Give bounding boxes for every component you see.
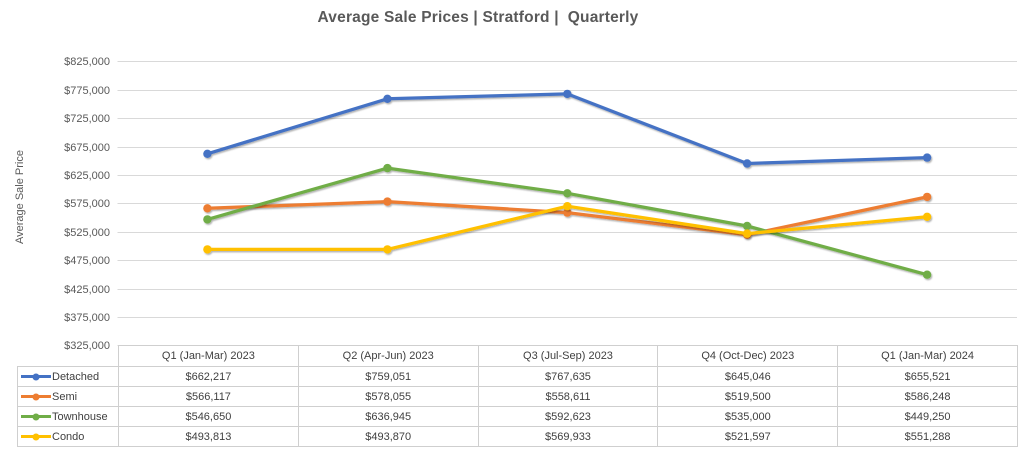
table-value-cell: $645,046 xyxy=(657,366,839,387)
y-tick-label: $575,000 xyxy=(64,198,110,210)
legend-label: Townhouse xyxy=(52,410,108,423)
table-value-cell: $662,217 xyxy=(118,366,299,387)
table-row-semi: Semi $566,117 $578,055 $558,611 $519,500 $586… xyxy=(17,386,1018,407)
y-tick-label: $775,000 xyxy=(64,85,110,97)
y-tick-label: $425,000 xyxy=(64,284,110,296)
table-value-cell: $551,288 xyxy=(837,426,1018,447)
data-point-marker xyxy=(563,202,572,211)
data-point-marker xyxy=(922,212,932,221)
table-value-cell: $521,597 xyxy=(657,426,839,447)
table-header-cell: Q3 (Jul-Sep) 2023 xyxy=(477,345,659,367)
data-point-marker xyxy=(203,204,212,213)
table-value-cell: $535,000 xyxy=(657,406,839,427)
y-tick-label: $725,000 xyxy=(64,113,110,125)
data-point-marker xyxy=(383,245,392,254)
series-condo xyxy=(203,202,932,254)
table-value-cell: $569,933 xyxy=(477,426,659,447)
y-tick-label: $475,000 xyxy=(64,255,110,267)
legend-marker-icon xyxy=(32,433,40,440)
table-value-cell: $636,945 xyxy=(297,406,479,427)
legend-label: Detached xyxy=(52,370,100,383)
series-semi xyxy=(203,192,932,239)
series-line-detached xyxy=(205,92,929,166)
data-point-marker xyxy=(742,221,752,231)
legend-marker-icon xyxy=(32,373,40,380)
legend-key-icon xyxy=(21,373,51,380)
legend-cell-condo: Condo xyxy=(17,426,119,447)
data-point-marker xyxy=(203,215,212,224)
series-line-townhouse xyxy=(205,166,929,277)
table-value-cell: $449,250 xyxy=(837,406,1018,427)
table-header-row: Q1 (Jan-Mar) 2023 Q2 (Apr-Jun) 2023 Q3 (Ju… xyxy=(17,345,1018,367)
table-row-detached: Detached $662,217 $759,051 $767,635 $645,046… xyxy=(17,366,1018,387)
data-point-marker xyxy=(563,89,572,99)
legend-cell-townhouse: Townhouse xyxy=(17,406,119,427)
data-point-marker xyxy=(203,149,212,158)
data-table: Q1 (Jan-Mar) 2023 Q2 (Apr-Jun) 2023 Q3 (Ju… xyxy=(17,345,1018,447)
gridlines xyxy=(117,61,1017,346)
data-point-marker xyxy=(742,159,752,168)
table-value-cell: $558,611 xyxy=(477,386,659,407)
y-tick-label: $625,000 xyxy=(64,170,110,182)
table-value-cell: $566,117 xyxy=(118,386,299,407)
data-point-marker xyxy=(563,189,572,198)
y-tick-label: $675,000 xyxy=(64,142,110,154)
table-header-cell: Q1 (Jan-Mar) 2023 xyxy=(118,345,299,367)
legend-label: Condo xyxy=(52,430,85,443)
legend-label: Semi xyxy=(52,390,78,403)
legend-key-icon xyxy=(21,413,51,420)
table-header-cell: Q4 (Oct-Dec) 2023 xyxy=(657,345,839,367)
data-point-marker xyxy=(922,192,932,202)
legend-key-icon xyxy=(21,393,51,400)
data-point-marker xyxy=(922,153,932,162)
table-value-cell: $493,813 xyxy=(118,426,299,447)
series-townhouse xyxy=(203,163,932,279)
table-header-cell: Q1 (Jan-Mar) 2024 xyxy=(837,345,1018,367)
data-point-marker xyxy=(563,208,572,217)
y-tick-label: $375,000 xyxy=(64,312,110,324)
data-point-marker xyxy=(922,270,932,279)
y-axis-tick-labels: $825,000 $775,000 $725,000 $675,000 $625,000… xyxy=(64,56,110,352)
legend-marker-icon xyxy=(32,393,40,400)
legend-cell-detached: Detached xyxy=(17,366,119,387)
table-value-cell: $655,521 xyxy=(837,366,1018,387)
table-value-cell: $592,623 xyxy=(477,406,659,427)
table-row-condo: Condo $493,813 $493,870 $569,933 $521,597 $55… xyxy=(17,426,1018,447)
table-value-cell: $586,248 xyxy=(837,386,1018,407)
data-point-marker xyxy=(742,229,752,238)
data-point-marker xyxy=(383,94,392,104)
y-tick-label: $525,000 xyxy=(64,227,110,239)
y-tick-label: $825,000 xyxy=(64,56,110,68)
table-value-cell: $493,870 xyxy=(297,426,479,447)
table-value-cell: $519,500 xyxy=(657,386,839,407)
table-header-cell: Q2 (Apr-Jun) 2023 xyxy=(297,345,479,367)
table-value-cell: $759,051 xyxy=(297,366,479,387)
table-row-townhouse: Townhouse $546,650 $636,945 $592,623 $535,00… xyxy=(17,406,1018,427)
chart-title: Average Sale Prices | Stratford | Quarte… xyxy=(317,9,639,26)
legend-marker-icon xyxy=(32,413,40,420)
table-value-cell: $578,055 xyxy=(297,386,479,407)
table-value-cell: $546,650 xyxy=(118,406,299,427)
data-point-marker xyxy=(383,163,392,173)
data-point-marker xyxy=(383,197,392,206)
table-value-cell: $767,635 xyxy=(477,366,659,387)
series-detached xyxy=(203,89,932,168)
data-point-marker xyxy=(203,245,212,254)
legend-key-icon xyxy=(21,433,51,440)
table-corner-cell xyxy=(17,345,119,367)
legend-cell-semi: Semi xyxy=(17,386,119,407)
